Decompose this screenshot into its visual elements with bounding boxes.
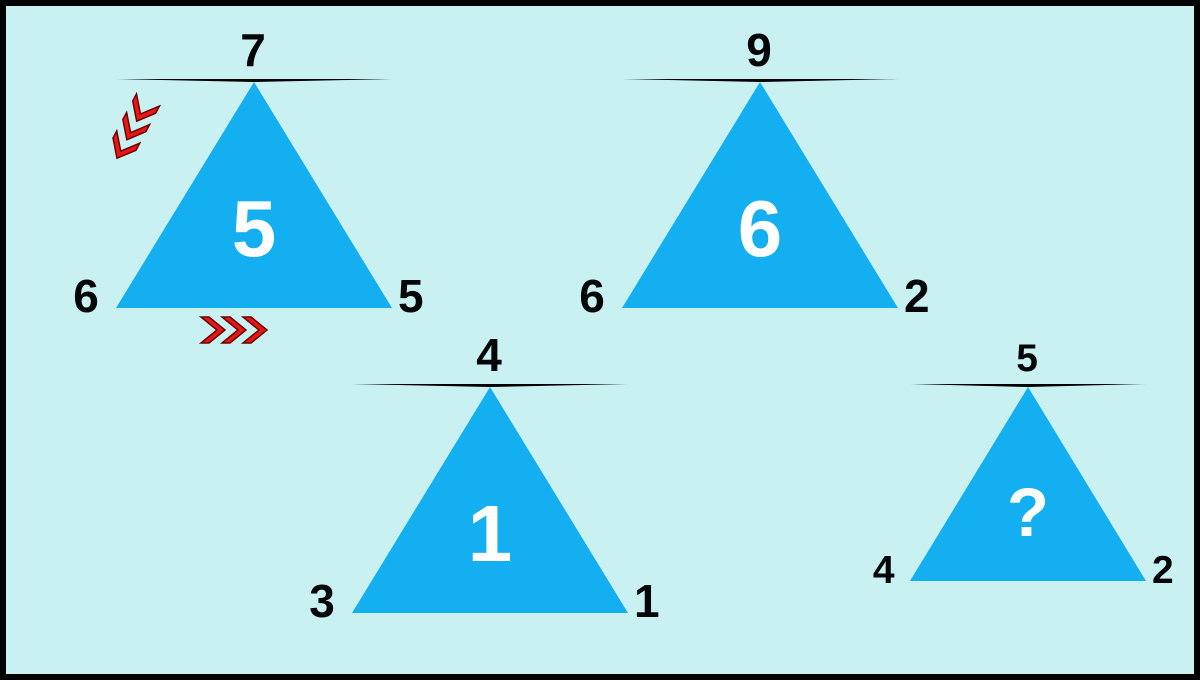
puzzle-frame: 576569621431?542	[0, 0, 1200, 680]
top-corner-value: 5	[1016, 339, 1038, 378]
triangle-t4: ?542	[910, 384, 1146, 578]
triangle-t1: 5765	[116, 79, 392, 305]
center-value: 5	[116, 183, 392, 275]
left-corner-value: 4	[873, 551, 895, 590]
right-corner-value: 2	[904, 273, 930, 319]
right-corner-value: 1	[634, 578, 660, 624]
center-value: 1	[352, 488, 628, 580]
center-value: ?	[910, 473, 1146, 552]
top-corner-value: 9	[746, 27, 772, 73]
triangle-t2: 6962	[622, 79, 898, 305]
center-value: 6	[622, 183, 898, 275]
top-corner-value: 4	[476, 332, 502, 378]
left-corner-value: 3	[309, 578, 335, 624]
triangle-t3: 1431	[352, 384, 628, 610]
right-corner-value: 2	[1152, 551, 1174, 590]
left-corner-value: 6	[579, 273, 605, 319]
horizontal-arrows-icon	[199, 315, 271, 345]
top-corner-value: 7	[240, 27, 266, 73]
left-corner-value: 6	[73, 273, 99, 319]
right-corner-value: 5	[398, 273, 424, 319]
